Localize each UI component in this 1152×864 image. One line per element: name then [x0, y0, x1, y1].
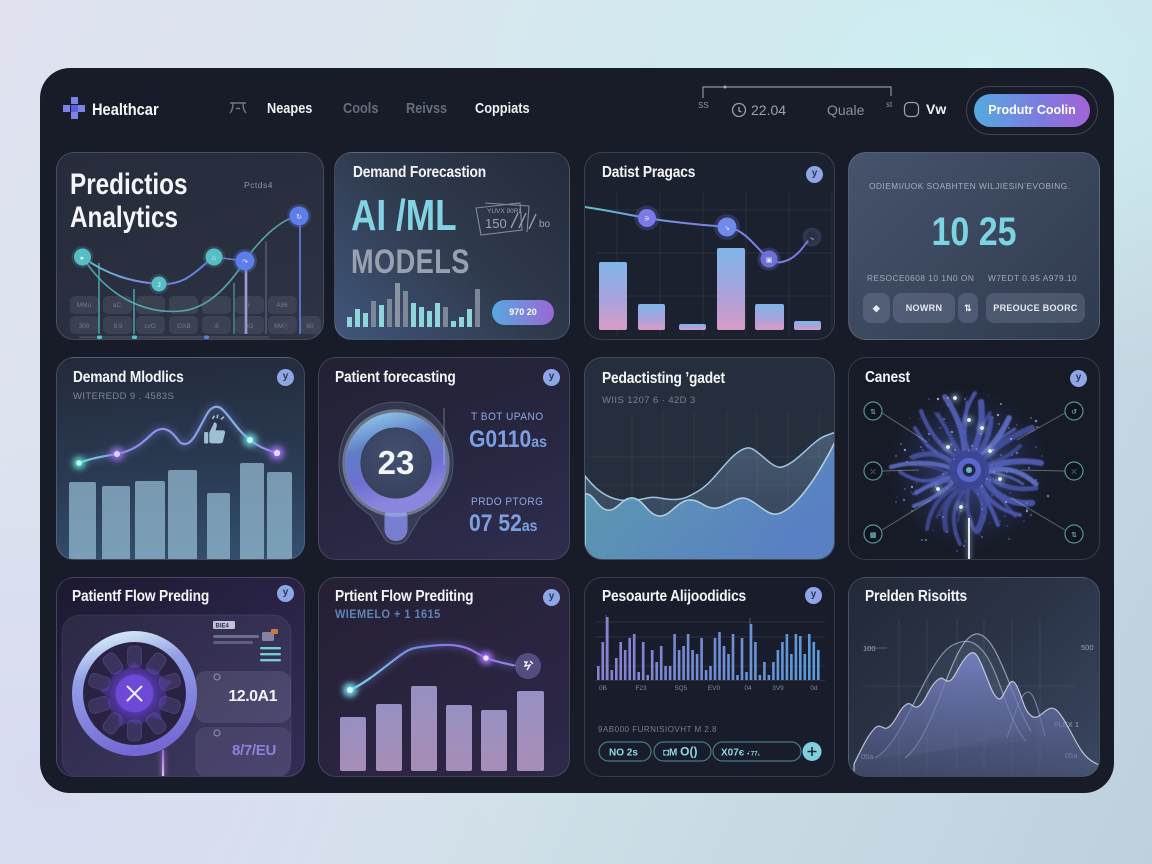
svg-text:⤷: ⤷	[810, 236, 814, 242]
svg-text:A86: A86	[276, 302, 288, 309]
svg-text:st: st	[886, 100, 893, 109]
svg-text:EV0: EV0	[708, 685, 721, 692]
svg-text:6M░: 6M░	[274, 322, 288, 330]
svg-text:0B: 0B	[599, 685, 607, 692]
svg-text:0O: 0O	[245, 323, 254, 330]
svg-text:◘M O(): ◘M O()	[663, 745, 697, 759]
svg-text:↺: ↺	[1071, 409, 1077, 416]
svg-text:YUVX 90RL: YUVX 90RL	[487, 208, 522, 215]
svg-text:aC: aC	[113, 302, 122, 309]
svg-text:cvO: cvO	[144, 323, 156, 330]
svg-text:⤫: ⤫	[1071, 469, 1077, 476]
svg-text:▸: ▸	[81, 255, 85, 262]
svg-text:300: 300	[79, 323, 90, 330]
svg-text:J: J	[157, 282, 161, 289]
svg-text:↷: ↷	[242, 259, 248, 266]
svg-text:60: 60	[306, 323, 314, 330]
svg-text:MMu: MMu	[77, 302, 92, 309]
svg-text:.b: .b	[244, 302, 250, 309]
svg-text:5Q5: 5Q5	[675, 685, 688, 692]
svg-text:150: 150	[485, 216, 507, 231]
svg-text:3V9: 3V9	[772, 685, 784, 692]
svg-text:12.0A1: 12.0A1	[228, 688, 277, 705]
svg-text:X07є •̇ 77₁: X07є •̇ 77₁	[721, 748, 761, 759]
svg-text:OXB: OXB	[177, 323, 191, 330]
svg-text:F23: F23	[635, 685, 647, 692]
svg-text:⇅: ⇅	[1071, 532, 1077, 539]
svg-text:↻: ↻	[296, 214, 302, 221]
svg-text:↘: ↘	[724, 225, 730, 232]
svg-text:▩: ▩	[870, 532, 877, 539]
svg-text:100: 100	[863, 644, 876, 653]
svg-text:⤫: ⤫	[870, 469, 876, 476]
svg-text:9.9: 9.9	[113, 323, 122, 330]
svg-text:⚞: ⚞	[644, 216, 650, 223]
svg-text:SS: SS	[698, 101, 709, 110]
svg-text:BIE4: BIE4	[216, 624, 230, 630]
svg-text:NO 2ѕ: NO 2ѕ	[609, 748, 638, 759]
svg-text:04: 04	[744, 685, 752, 692]
svg-text:.6: .6	[213, 323, 219, 330]
svg-text:23: 23	[378, 444, 415, 481]
svg-text:8/7/EU: 8/7/EU	[232, 742, 276, 759]
svg-text:bo: bo	[539, 219, 551, 230]
svg-text:0d: 0d	[810, 685, 818, 692]
svg-text:500: 500	[1081, 643, 1094, 652]
svg-text:▣: ▣	[766, 257, 773, 264]
svg-text:⇅: ⇅	[870, 409, 876, 416]
svg-text:⌂: ⌂	[212, 255, 216, 262]
